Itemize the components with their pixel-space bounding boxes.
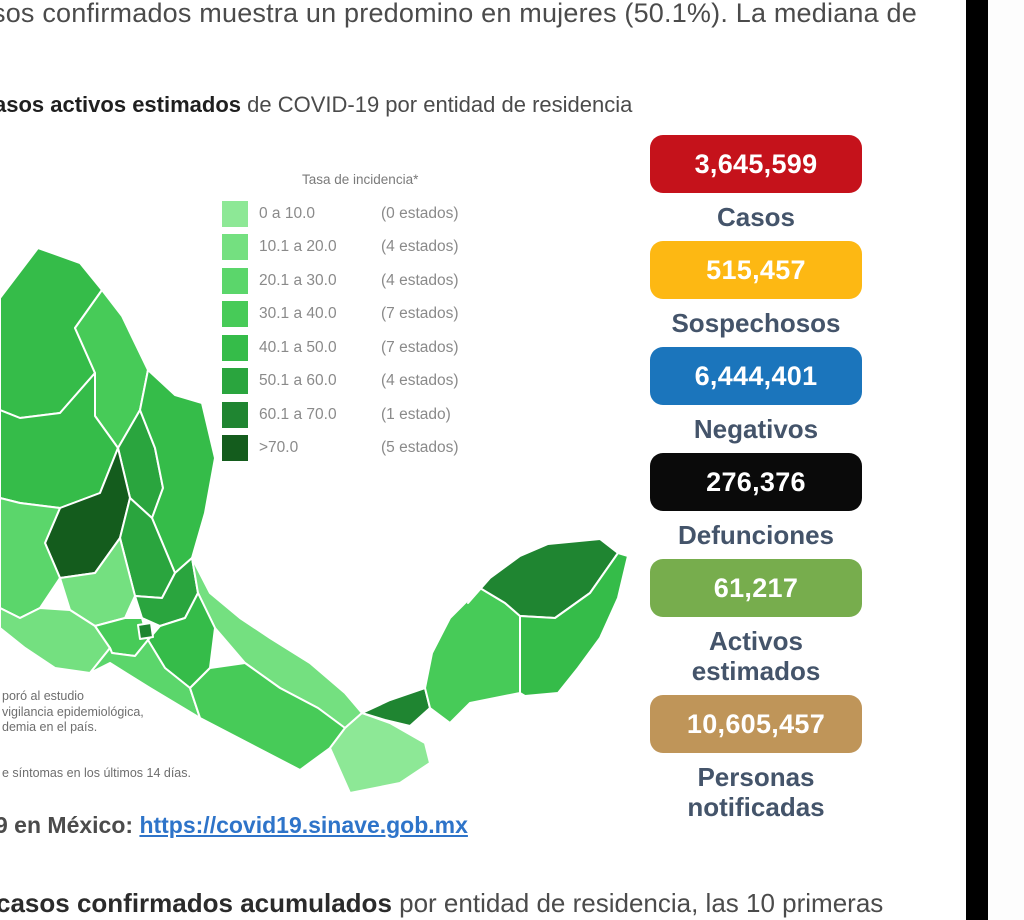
stat-label-negativos: Negativos (693, 414, 819, 444)
map-footnote-line: demia en el país. (2, 720, 98, 734)
top-paragraph: sos confirmados muestra un predomino en … (0, 0, 917, 28)
state-region (329, 712, 431, 794)
legend-range: >70.0 (259, 439, 299, 457)
section-title: asos activos estimados de COVID-19 por e… (0, 92, 632, 118)
legend-range: 20.1 a 30.0 (259, 271, 337, 289)
legend-range: 0 a 10.0 (259, 204, 316, 222)
state-region (424, 587, 521, 724)
legend-swatch-icon (222, 401, 248, 428)
legend-count: (7 estados) (381, 338, 459, 356)
legend-count: (0 estados) (381, 204, 459, 222)
legend-row: 0 a 10.0 (0 estados) (222, 197, 474, 231)
stat-label-casos: Casos (716, 202, 796, 232)
legend-count: (7 estados) (381, 305, 459, 323)
legend-count: (1 estado) (381, 405, 451, 423)
stats-column: 3,645,599 Casos 515,457 Sospechosos 6,44… (650, 135, 862, 831)
state-region (0, 497, 61, 619)
stat-box-activos: 61,217 (650, 559, 862, 617)
stat-label-activos: Activos estimados (691, 626, 821, 686)
legend-row: 10.1 a 20.0 (4 estados) (222, 231, 474, 265)
legend-swatch-icon (222, 200, 248, 227)
legend-swatch-icon (222, 368, 248, 395)
legend-range: 10.1 a 20.0 (259, 238, 337, 256)
legend-row: 20.1 a 30.0 (4 estados) (222, 264, 474, 298)
legend-count: (4 estados) (381, 271, 459, 289)
stat-label-sospechosos: Sospechosos (671, 308, 841, 338)
legend-count: (5 estados) (381, 439, 459, 457)
legend-range: 60.1 a 70.0 (259, 405, 337, 423)
map-footnote-bottom: e síntomas en los últimos 14 días. (2, 766, 191, 780)
map-footnote: poró al estudio vigilancia epidemiológic… (2, 689, 144, 736)
legend-swatch-icon (222, 334, 248, 361)
stat-box-defunciones: 276,376 (650, 453, 862, 511)
map-footnote-line: vigilancia epidemiológica, (2, 704, 144, 719)
map-footnote-line: poró al estudio (2, 689, 85, 703)
source-line: 9 en México: https://covid19.sinave.gob.… (0, 812, 468, 839)
legend-swatch-icon (222, 435, 248, 462)
map-legend: Tasa de incidencia* 0 a 10.0 (0 estados)… (222, 172, 474, 465)
bottom-paragraph-bold: casos confirmados acumulados (0, 888, 392, 918)
bottom-paragraph: casos confirmados acumulados por entidad… (0, 888, 883, 919)
legend-row: 50.1 a 60.0 (4 estados) (222, 365, 474, 399)
state-region (137, 622, 154, 640)
state-region (89, 639, 201, 719)
legend-row: >70.0 (5 estados) (222, 432, 474, 466)
legend-swatch-icon (222, 301, 248, 328)
viewer-edge-bar (966, 0, 988, 920)
section-title-bold: asos activos estimados (0, 92, 242, 117)
stat-box-negativos: 6,444,401 (650, 347, 862, 405)
source-line-prefix: 9 en México: (0, 812, 140, 838)
legend-row: 30.1 a 40.0 (7 estados) (222, 298, 474, 332)
legend-swatch-icon (222, 267, 248, 294)
sinave-link[interactable]: https://covid19.sinave.gob.mx (139, 812, 468, 838)
legend-count: (4 estados) (381, 238, 459, 256)
stat-label-notificadas: Personas notificadas (687, 762, 825, 822)
state-region (519, 552, 629, 697)
stat-box-casos: 3,645,599 (650, 135, 862, 193)
legend-range: 30.1 a 40.0 (259, 305, 337, 323)
legend-row: 60.1 a 70.0 (1 estado) (222, 398, 474, 432)
stat-box-notificadas: 10,605,457 (650, 695, 862, 753)
legend-range: 50.1 a 60.0 (259, 372, 337, 390)
legend-swatch-icon (222, 234, 248, 261)
viewer-gutter (988, 0, 1024, 920)
mexico-map (0, 247, 629, 794)
stat-box-sospechosos: 515,457 (650, 241, 862, 299)
section-title-rest: de COVID-19 por entidad de residencia (241, 92, 633, 117)
legend-title: Tasa de incidencia* (302, 172, 419, 187)
stat-label-defunciones: Defunciones (677, 520, 835, 550)
legend-row: 40.1 a 50.0 (7 estados) (222, 331, 474, 365)
legend-range: 40.1 a 50.0 (259, 338, 337, 356)
bottom-paragraph-rest: por entidad de residencia, las 10 primer… (391, 888, 884, 918)
legend-count: (4 estados) (381, 372, 459, 390)
